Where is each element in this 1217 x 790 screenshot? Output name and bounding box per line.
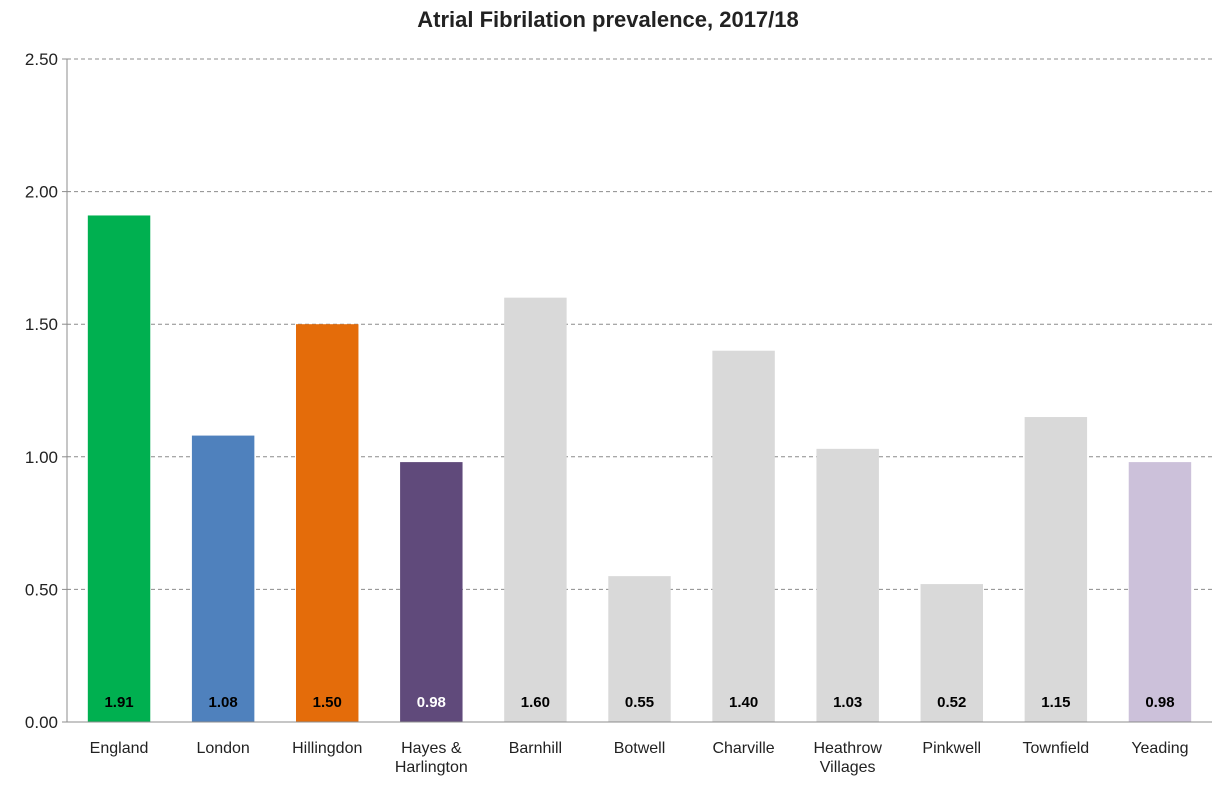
- bar: [608, 576, 671, 722]
- bar-value-label: 1.50: [313, 694, 342, 711]
- bar: [920, 584, 983, 722]
- bar: [1128, 462, 1192, 722]
- bar-value-label: 0.52: [937, 694, 966, 711]
- x-tick-label: London: [196, 740, 249, 757]
- bars: [87, 215, 1192, 722]
- bar: [296, 324, 359, 722]
- bar: [87, 215, 151, 722]
- bar-value-label: 0.98: [1145, 694, 1174, 711]
- bar: [400, 462, 463, 722]
- bar-value-label: 1.60: [521, 694, 550, 711]
- gridlines: [67, 58, 1212, 590]
- x-tick-label: Barnhill: [509, 740, 562, 757]
- y-tick-label: 0.00: [25, 713, 58, 732]
- bar-value-label: 1.15: [1041, 694, 1070, 711]
- x-tick-label: Townfield: [1023, 740, 1090, 757]
- x-tick-label: Heathrow Villages: [813, 740, 882, 776]
- bar: [712, 350, 775, 722]
- bar-value-label: 1.40: [729, 694, 758, 711]
- bar: [1024, 417, 1088, 722]
- bar: [504, 297, 567, 722]
- x-tick-label: Hayes & Harlington: [395, 740, 468, 776]
- x-tick-label: Pinkwell: [922, 740, 981, 757]
- bar: [191, 435, 255, 722]
- bar: [816, 448, 879, 722]
- y-tick-label: 0.50: [25, 580, 58, 599]
- labels: 0.00 0.50 1.00 1.50 2.00 2.50 1.91 England 1.08 L…: [25, 50, 1189, 776]
- y-tick-label: 2.50: [25, 50, 58, 69]
- x-tick-label: Botwell: [614, 740, 666, 757]
- axes: [62, 58, 1212, 723]
- x-tick-label: Hillingdon: [292, 740, 362, 757]
- bar-value-label: 1.91: [104, 694, 133, 711]
- bar-value-label: 1.03: [833, 694, 862, 711]
- y-tick-label: 1.00: [25, 448, 58, 467]
- x-tick-label: England: [90, 740, 149, 757]
- bar-value-label: 1.08: [209, 694, 238, 711]
- x-tick-label: Yeading: [1131, 740, 1188, 757]
- y-tick-label: 1.50: [25, 315, 58, 334]
- y-tick-label: 2.00: [25, 183, 58, 202]
- bar-value-label: 0.55: [625, 694, 654, 711]
- x-tick-label: Charville: [712, 740, 774, 757]
- chart-title: Atrial Fibrilation prevalence, 2017/18: [417, 7, 799, 32]
- bar-value-label: 0.98: [417, 694, 446, 711]
